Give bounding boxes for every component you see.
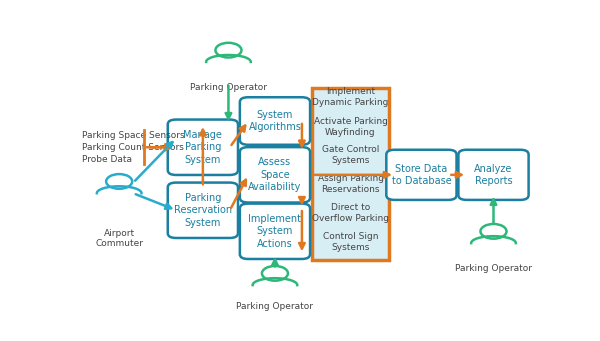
Text: Assign Parking
Reservations: Assign Parking Reservations: [317, 174, 383, 194]
Text: Store Data
to Database: Store Data to Database: [392, 164, 451, 186]
Text: Parking Operator: Parking Operator: [455, 264, 532, 273]
Text: Control Sign
Systems: Control Sign Systems: [323, 232, 378, 252]
Text: Parking Count Sensors: Parking Count Sensors: [82, 143, 184, 152]
Text: Direct to
Overflow Parking: Direct to Overflow Parking: [312, 203, 389, 223]
FancyBboxPatch shape: [168, 120, 238, 175]
Text: Probe Data: Probe Data: [82, 154, 132, 164]
FancyBboxPatch shape: [312, 88, 389, 260]
Text: Airport
Commuter: Airport Commuter: [95, 229, 143, 248]
FancyBboxPatch shape: [240, 97, 310, 145]
Text: Gate Control
Systems: Gate Control Systems: [322, 145, 379, 165]
FancyBboxPatch shape: [458, 150, 529, 200]
Text: Parking Space Sensors: Parking Space Sensors: [82, 131, 185, 140]
FancyBboxPatch shape: [240, 204, 310, 259]
FancyBboxPatch shape: [168, 182, 238, 238]
Text: Analyze
Reports: Analyze Reports: [475, 164, 512, 186]
FancyBboxPatch shape: [240, 147, 310, 203]
Text: Assess
Space
Availability: Assess Space Availability: [248, 158, 302, 192]
FancyBboxPatch shape: [386, 150, 457, 200]
Text: Manage
Parking
System: Manage Parking System: [184, 130, 223, 165]
Text: Parking Operator: Parking Operator: [236, 302, 313, 311]
Text: Implement
System
Actions: Implement System Actions: [248, 214, 301, 249]
Text: System
Algorithms: System Algorithms: [248, 110, 301, 132]
Text: Parking
Reservation
System: Parking Reservation System: [174, 193, 232, 228]
Text: Parking Operator: Parking Operator: [190, 83, 267, 92]
Text: Activate Parking
Wayfinding: Activate Parking Wayfinding: [314, 117, 388, 137]
Text: Implement
Dynamic Parking: Implement Dynamic Parking: [313, 87, 389, 107]
